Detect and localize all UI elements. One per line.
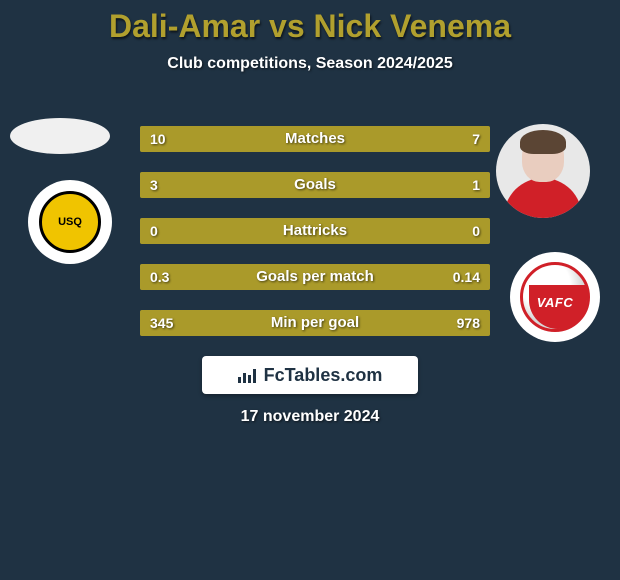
stat-row: 345978Min per goal (140, 310, 490, 336)
stat-label: Goals per match (140, 264, 490, 290)
stats-area: 107Matches 31Goals 00Hattricks 0.30.14Goals… (140, 126, 490, 356)
stat-row: 00Hattricks (140, 218, 490, 244)
chart-icon (238, 367, 258, 383)
page-title: Dali-Amar vs Nick Venema (0, 0, 620, 45)
date-label: 17 november 2024 (0, 408, 620, 426)
club-left-logo: USQ (28, 180, 112, 264)
club-right-logo: VAFC (510, 252, 600, 342)
stat-row: 0.30.14Goals per match (140, 264, 490, 290)
club-left-badge: USQ (39, 191, 101, 253)
stat-label: Matches (140, 126, 490, 152)
player-right-photo (496, 124, 590, 218)
stat-label: Hattricks (140, 218, 490, 244)
stat-row: 31Goals (140, 172, 490, 198)
stat-label: Min per goal (140, 310, 490, 336)
stat-label: Goals (140, 172, 490, 198)
stat-row: 107Matches (140, 126, 490, 152)
club-right-badge: VAFC (520, 262, 590, 332)
watermark-text: FcTables.com (264, 365, 383, 386)
player-left-photo (10, 118, 110, 154)
watermark: FcTables.com (202, 356, 418, 394)
subtitle: Club competitions, Season 2024/2025 (0, 55, 620, 73)
